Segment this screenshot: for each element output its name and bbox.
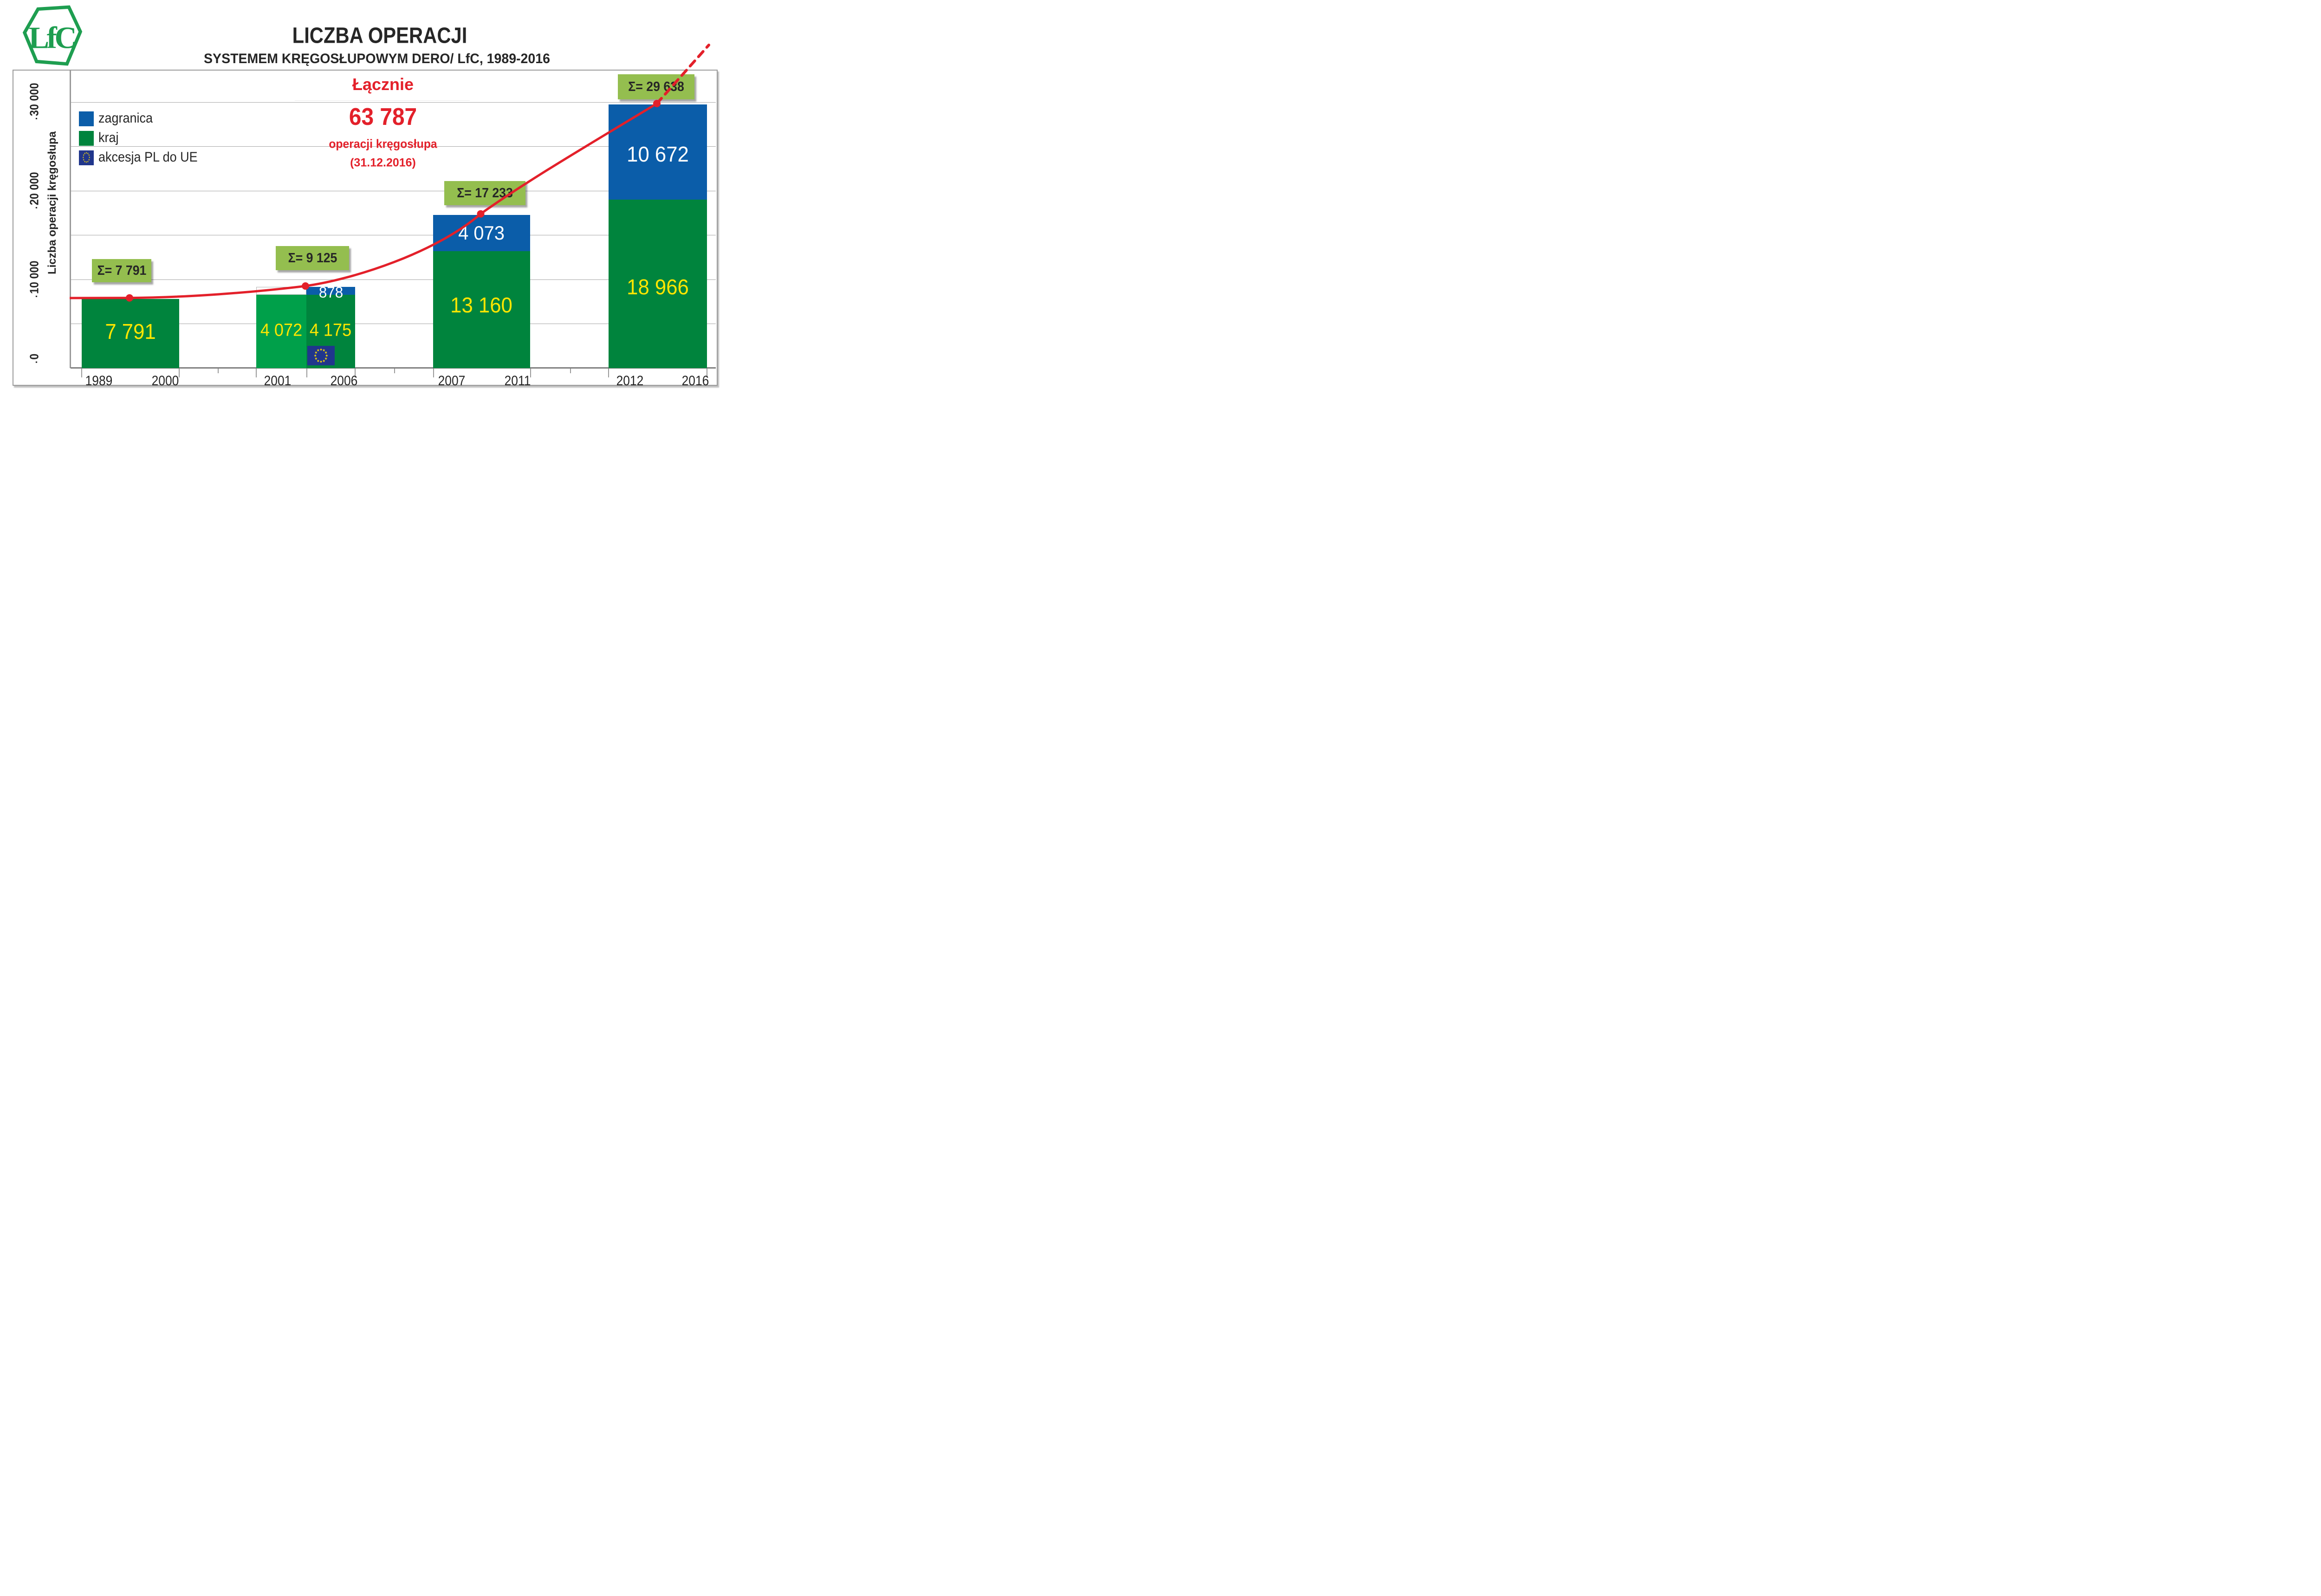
- y-tick-30000: 30 000: [27, 83, 42, 120]
- svg-text:★: ★: [324, 350, 328, 355]
- total-date: (31.12.2016): [350, 156, 416, 169]
- legend-swatch-eu-flag-icon: ★ ★ ★ ★ ★ ★ ★ ★ ★ ★ ★ ★: [79, 150, 94, 165]
- x-tick: [218, 369, 219, 373]
- svg-text:★: ★: [317, 348, 320, 352]
- eu-accession-flag-icon: ★ ★ ★ ★ ★ ★ ★ ★ ★ ★ ★ ★: [307, 346, 335, 365]
- total-annotation-background: [295, 71, 470, 101]
- x-axis-line: [71, 367, 716, 369]
- svg-text:★: ★: [85, 161, 87, 164]
- total-unit: operacji kręgosłupa: [329, 136, 437, 151]
- logo-text: LfC: [29, 21, 75, 55]
- y-axis-line: [70, 71, 71, 368]
- x-label-2007: 2007: [438, 373, 466, 389]
- svg-text:★: ★: [319, 347, 323, 351]
- x-tick: [81, 369, 82, 377]
- bar-2007-2011-kraj-value: 13 160: [450, 293, 512, 317]
- sigma-label-1989-2000: Σ= 7 791: [92, 259, 151, 282]
- bar-2001-2003-kraj-value: 4 072: [260, 320, 303, 340]
- x-label-2000: 2000: [151, 373, 179, 389]
- bar-2004-2006-kraj-value: 4 175: [309, 320, 352, 340]
- sigma-text: Σ= 7 791: [97, 263, 146, 278]
- lfc-logo-icon: LfC: [22, 5, 83, 66]
- sigma-text: Σ= 9 125: [288, 250, 337, 266]
- legend-label-akcesja: akcesja PL do UE: [98, 149, 198, 165]
- x-tick: [394, 369, 395, 373]
- x-label-1989: 1989: [85, 373, 113, 389]
- x-tick: [608, 369, 609, 377]
- x-tick: [570, 369, 571, 373]
- x-tick: [355, 369, 356, 377]
- y-tick-20000: 20 000: [27, 172, 42, 209]
- gridline-30000: [71, 102, 716, 103]
- x-label-2012: 2012: [616, 373, 644, 389]
- x-label-2006: 2006: [330, 373, 358, 389]
- legend-swatch-kraj: [79, 131, 94, 146]
- sigma-label-2012-2016: Σ= 29 638: [618, 74, 694, 99]
- svg-text:★: ★: [315, 350, 318, 355]
- svg-text:★: ★: [84, 152, 86, 156]
- svg-text:★: ★: [325, 353, 328, 357]
- bar-2001-2003-empty-cap: [256, 287, 306, 295]
- x-tick: [530, 369, 531, 377]
- x-tick: [433, 369, 434, 377]
- y-tick-0: 0: [27, 354, 42, 363]
- x-label-2011: 2011: [504, 373, 531, 389]
- bar-2012-2016-kraj-value: 18 966: [627, 275, 689, 299]
- total-heading: Łącznie: [352, 75, 414, 94]
- svg-text:★: ★: [324, 357, 328, 361]
- svg-text:★: ★: [317, 359, 320, 363]
- bar-2001-2003-kraj: [256, 295, 306, 368]
- x-tick: [256, 369, 257, 377]
- svg-text:★: ★: [322, 359, 325, 363]
- bar-1989-2000-kraj-value: 7 791: [105, 319, 156, 344]
- legend-label-zagranica: zagranica: [98, 110, 153, 126]
- sigma-text: Σ= 29 638: [628, 79, 684, 94]
- bar-1989-2000-kraj: [82, 298, 179, 368]
- svg-text:★: ★: [87, 160, 89, 163]
- chart-panel: 0 10 000 20 000 30 000 Liczba operacji k…: [13, 70, 718, 389]
- sigma-label-2007-2011: Σ= 17 233: [444, 181, 525, 205]
- x-label-2016: 2016: [681, 373, 709, 389]
- sigma-text: Σ= 17 233: [457, 185, 513, 201]
- bar-2007-2011-zagranica-value: 4 073: [458, 222, 505, 244]
- total-value: 63 787: [349, 104, 417, 130]
- svg-text:★: ★: [322, 348, 325, 352]
- x-tick: [179, 369, 180, 377]
- x-label-2001: 2001: [264, 373, 292, 389]
- legend-label-kraj: kraj: [98, 130, 119, 145]
- slide: LfC LICZBA OPERACJI SYSTEMEM KRĘGOSŁUPOW…: [0, 0, 728, 398]
- y-tick-10000: 10 000: [27, 261, 42, 298]
- svg-text:★: ★: [314, 353, 317, 357]
- y-axis-title: Liczba operacji kręgosłupa: [46, 131, 58, 275]
- legend-swatch-zagranica: [79, 111, 94, 126]
- svg-text:★: ★: [315, 357, 318, 361]
- x-tick: [306, 369, 307, 377]
- svg-text:★: ★: [319, 359, 323, 363]
- page-subtitle: SYSTEMEM KRĘGOSŁUPOWYM DERO/ LfC, 1989-2…: [204, 51, 550, 66]
- sigma-label-2001-2006: Σ= 9 125: [276, 246, 349, 270]
- page-title: LICZBA OPERACJI: [292, 23, 467, 48]
- bar-2012-2016-zagranica-value: 10 672: [627, 142, 689, 166]
- bar-2004-2006-zagranica-value: 878: [318, 284, 344, 301]
